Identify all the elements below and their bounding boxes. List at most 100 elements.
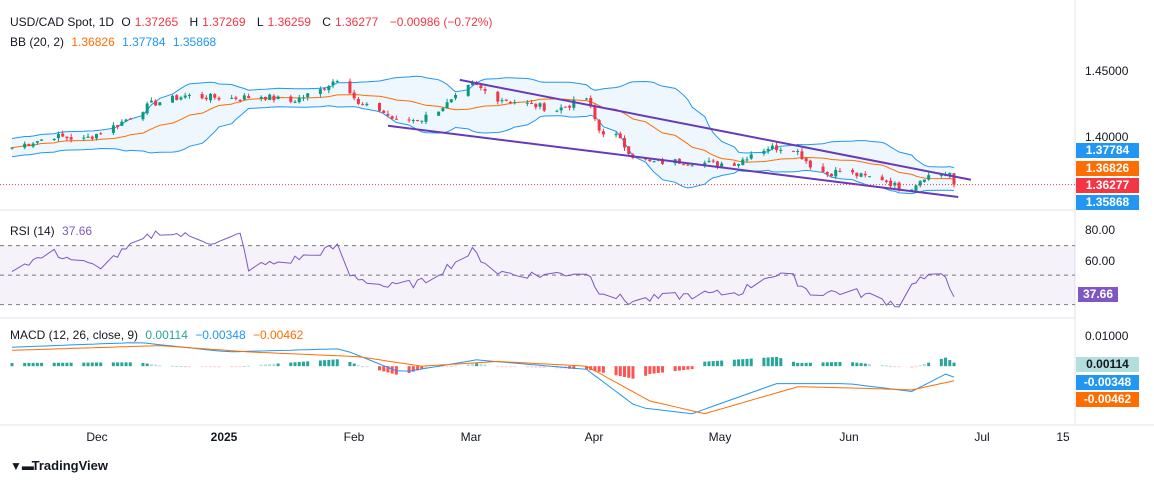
macd-histogram-bar [656, 366, 660, 373]
macd-histogram-bar [530, 366, 534, 368]
candle-body [597, 120, 601, 131]
candle-body [437, 111, 441, 116]
macd-histogram-bar [732, 359, 736, 367]
candle-body [952, 173, 956, 185]
candle-body [542, 103, 546, 111]
candle-body [808, 160, 812, 168]
candle-body [741, 159, 745, 165]
macd-histogram-bar [851, 362, 855, 367]
x-tick: 15 [1056, 430, 1070, 444]
macd-histogram-bar [116, 362, 120, 367]
candle-body [230, 97, 234, 99]
bb-basis-badge: 1.36826 [1076, 161, 1139, 176]
candle-body [234, 97, 238, 100]
candle-body [382, 110, 386, 113]
macd-histogram-bar [141, 362, 145, 367]
candle-body [420, 120, 424, 122]
candle-body [10, 147, 14, 149]
candle-body [711, 160, 715, 162]
symbol-label[interactable]: USD/CAD Spot, 1D [10, 15, 115, 29]
macd-histogram-bar [154, 364, 158, 367]
macd-histogram-bar [618, 366, 622, 377]
x-tick: Apr [584, 430, 604, 444]
macd-histogram-bar [948, 360, 952, 367]
macd-histogram-bar [82, 362, 86, 367]
macd-histogram-bar [120, 362, 124, 367]
macd-histogram-bar [644, 366, 648, 376]
x-tick: Mar [460, 430, 482, 444]
macd-histogram-bar [263, 364, 267, 367]
candle-body [479, 85, 483, 89]
macd-histogram-bar [910, 366, 914, 368]
rsi-badge: 37.66 [1078, 287, 1118, 302]
macd-histogram-bar [682, 366, 686, 371]
macd-histogram-bar [361, 366, 365, 368]
bollinger-fill [12, 76, 954, 194]
candle-body [737, 164, 741, 166]
macd-histogram-bar [10, 363, 14, 367]
bb-upper-value: 1.37784 [122, 35, 166, 49]
tradingview-label: TradingView [31, 458, 108, 473]
candle-body [52, 139, 56, 141]
candle-body [416, 120, 420, 122]
macd-histogram-bar [863, 363, 867, 367]
candle-body [939, 174, 943, 176]
macd-histogram-bar [234, 366, 238, 368]
macd-signal-line [11, 345, 955, 415]
candle-body [183, 95, 187, 98]
macd-histogram-bar [69, 362, 73, 367]
candle-body [276, 96, 280, 100]
macd-histogram-bar [293, 362, 297, 367]
tradingview-logo[interactable]: ▼▬ TradingView [10, 458, 108, 473]
macd-histogram-bar [171, 365, 175, 367]
candle-body [791, 150, 795, 152]
rsi-legend: RSI (14) 37.66 [10, 224, 96, 238]
macd-histogram-bar [720, 360, 724, 367]
macd-histogram-bar [301, 361, 305, 367]
candle-body [293, 101, 297, 103]
macd-histogram-bar [686, 366, 690, 370]
macd-histogram-bar [829, 362, 833, 367]
macd-histogram-bar [179, 366, 183, 368]
candle-body [868, 176, 872, 178]
macd-label[interactable]: MACD (12, 26, close, 9) [10, 328, 139, 342]
rsi-label[interactable]: RSI (14) [10, 224, 55, 238]
candle-body [593, 106, 597, 120]
candle-body [213, 94, 217, 98]
macd-histogram-bar [661, 366, 665, 373]
candle-body [454, 94, 458, 99]
macd-histogram-bar [884, 365, 888, 367]
macd-histogram-bar [187, 366, 191, 368]
macd-histogram-bar [213, 366, 217, 368]
candle-body [762, 150, 766, 154]
macd-histogram-bar [623, 366, 627, 377]
candle-body [720, 163, 724, 167]
macd-histogram-bar [808, 362, 812, 367]
candle-body [424, 114, 428, 122]
candle-body [331, 81, 335, 86]
macd-histogram-bar [331, 359, 335, 367]
candle-body [690, 165, 694, 167]
candle-body [82, 137, 86, 139]
candle-body [268, 94, 272, 101]
candle-body [563, 106, 567, 108]
candle-body [441, 108, 445, 112]
macd-histogram-bar [52, 362, 56, 367]
candle-body [217, 97, 221, 100]
macd-histogram-bar [796, 363, 800, 367]
candle-body [365, 103, 369, 106]
candle-body [289, 96, 293, 102]
candle-body [238, 99, 242, 101]
macd-histogram-bar [745, 358, 749, 367]
macd-histogram-bar [99, 362, 103, 367]
candle-body [749, 154, 753, 159]
bb-label[interactable]: BB (20, 2) [10, 35, 65, 49]
x-tick: Dec [86, 430, 108, 444]
macd-histogram-bar [382, 366, 386, 372]
candle-body [948, 172, 952, 175]
macd-signal-badge: -0.00462 [1076, 392, 1139, 407]
macd-histogram-bar [272, 363, 276, 367]
candle-body [65, 136, 69, 139]
macd-histogram-bar [158, 365, 162, 367]
candle-body [394, 118, 398, 120]
